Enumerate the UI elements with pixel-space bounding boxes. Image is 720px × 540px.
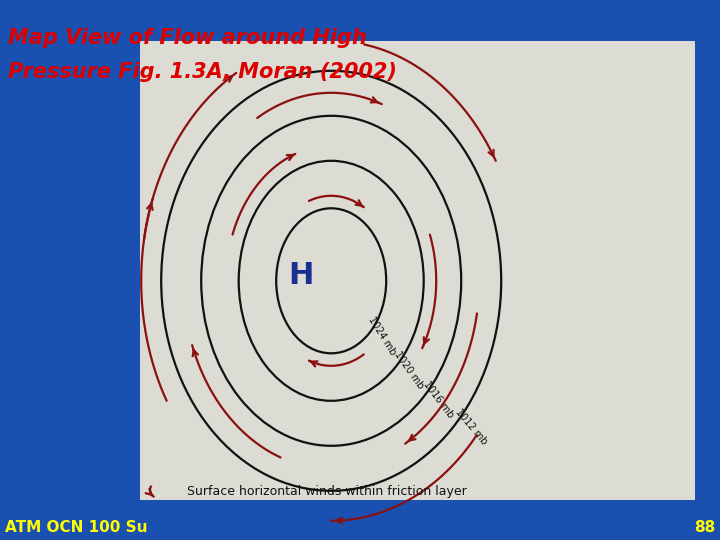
Text: H: H [289,261,314,291]
Text: 1024 mb: 1024 mb [366,315,398,357]
Text: 88: 88 [694,520,715,535]
Text: Map View of Flow around High: Map View of Flow around High [8,28,367,48]
Text: 1020 mb: 1020 mb [393,349,426,390]
Text: Surface horizontal winds within friction layer: Surface horizontal winds within friction… [187,485,467,498]
Text: 1012 mb: 1012 mb [454,407,489,447]
Text: 1016 mb: 1016 mb [421,379,456,420]
Bar [140,40,695,500]
Text: ATM OCN 100 Su: ATM OCN 100 Su [5,520,148,535]
Text: Pressure Fig. 1.3A, Moran (2002): Pressure Fig. 1.3A, Moran (2002) [8,62,397,82]
